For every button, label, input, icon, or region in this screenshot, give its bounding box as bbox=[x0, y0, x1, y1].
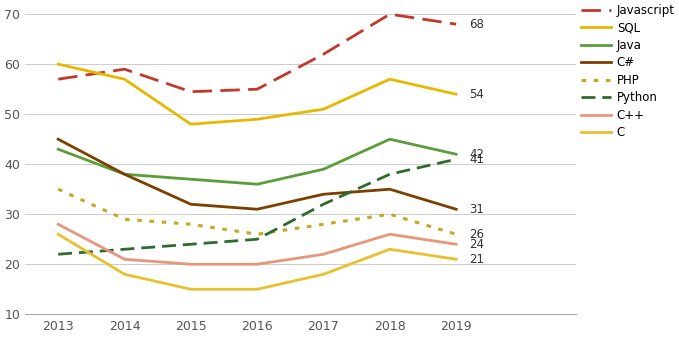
Legend: Javascript, SQL, Java, C#, PHP, Python, C++, C: Javascript, SQL, Java, C#, PHP, Python, … bbox=[581, 4, 675, 139]
Text: 42: 42 bbox=[469, 148, 484, 161]
Text: 26: 26 bbox=[469, 228, 484, 241]
Text: 68: 68 bbox=[469, 18, 484, 31]
Text: 21: 21 bbox=[469, 253, 484, 266]
Text: 31: 31 bbox=[469, 203, 484, 216]
Text: 24: 24 bbox=[469, 238, 484, 251]
Text: 54: 54 bbox=[469, 88, 484, 101]
Text: 41: 41 bbox=[469, 153, 484, 166]
